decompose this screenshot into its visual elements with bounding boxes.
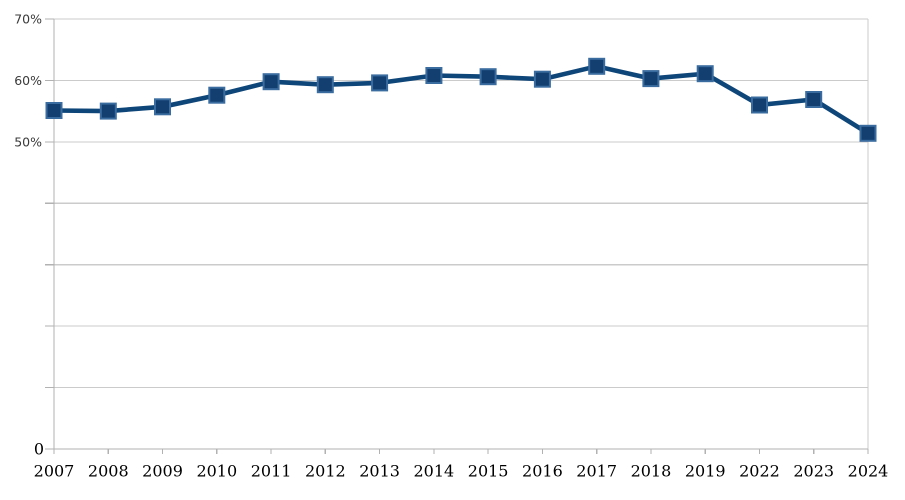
y-axis-label-50: 50% (14, 134, 42, 149)
x-axis-label-2014: 2014 (414, 462, 455, 481)
data-point-2013 (371, 74, 389, 92)
data-point-2018 (642, 70, 660, 88)
x-axis-label-2024: 2024 (848, 462, 889, 481)
data-point-2014 (425, 67, 443, 84)
x-axis-label-2010: 2010 (196, 462, 237, 481)
y-axis-label-60: 60% (14, 73, 42, 88)
data-point-2007 (45, 102, 63, 119)
x-axis-label-2009: 2009 (142, 462, 183, 481)
x-axis-label-2017: 2017 (576, 462, 617, 481)
x-axis-label-2016: 2016 (522, 462, 563, 481)
x-axis-label-2013: 2013 (359, 462, 400, 481)
x-axis-label-2018: 2018 (631, 462, 672, 481)
data-point-2009 (154, 98, 171, 116)
data-point-2023 (805, 91, 823, 108)
series-line (53, 63, 870, 136)
y-axis-label-0: 0 (34, 440, 44, 459)
x-axis-label-2008: 2008 (88, 462, 129, 481)
x-axis-label-2023: 2023 (793, 462, 834, 481)
data-point-2011 (262, 73, 280, 91)
data-point-2017 (588, 57, 606, 75)
data-point-2022 (751, 96, 768, 114)
data-point-2016 (533, 70, 551, 88)
data-point-2012 (316, 76, 334, 94)
data-point-2008 (99, 102, 117, 120)
x-axis-label-2011: 2011 (251, 462, 292, 481)
data-point-2010 (208, 86, 226, 104)
x-axis-label-2012: 2012 (305, 462, 346, 481)
data-point-2024 (859, 124, 877, 142)
x-axis-label-2015: 2015 (468, 462, 509, 481)
x-axis-label-2007: 2007 (34, 462, 75, 481)
x-axis-label-2019: 2019 (685, 462, 726, 481)
x-axis-label-2022: 2022 (739, 462, 780, 481)
y-axis-label-70: 70% (14, 12, 42, 27)
data-point-2015 (479, 68, 497, 86)
data-point-2019 (696, 65, 714, 83)
